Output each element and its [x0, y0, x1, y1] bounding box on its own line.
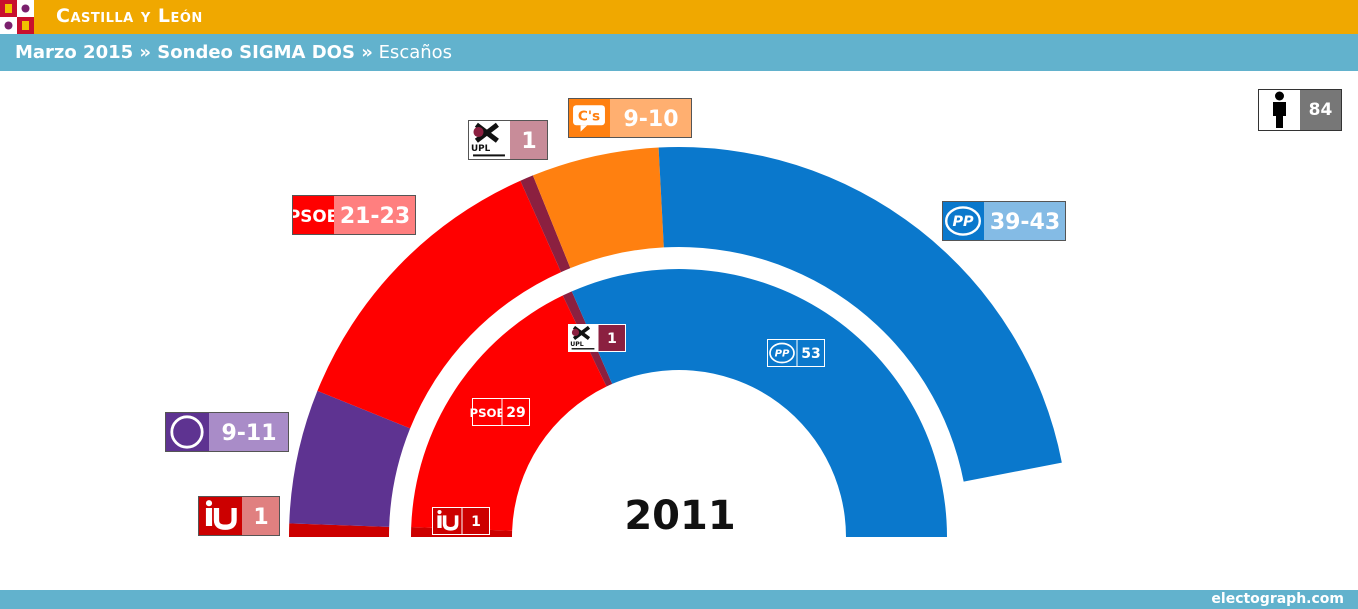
seat-value-bg: [502, 398, 530, 426]
subtitle-bar: Marzo 2015 » Sondeo SIGMA DOS » Escaños: [0, 34, 1358, 71]
seat-value-bg: [984, 201, 1066, 241]
inner-label-pp: PP 53: [767, 339, 825, 367]
label-border: [942, 201, 1066, 241]
seat-value: 39-43: [990, 210, 1060, 235]
svg-text:PP: PP: [952, 214, 974, 230]
label-border: [292, 195, 416, 235]
inner-label-upl: UPL 1: [568, 324, 626, 352]
seat-value-bg: [598, 324, 626, 352]
outer-segment-psoe: [317, 180, 562, 429]
inner-label-iu: 1: [432, 507, 490, 535]
subtitle-metric: Escaños: [378, 42, 453, 63]
seat-value: 1: [607, 331, 617, 347]
seat-value: 53: [801, 346, 820, 362]
seat-value: 21-23: [340, 204, 410, 229]
inner-segment-pp: [571, 269, 947, 537]
label-border: [165, 412, 289, 452]
label-border: [198, 496, 280, 536]
castilla-leon-flag-icon: [0, 0, 34, 34]
outer-segment-pp: [658, 147, 1062, 482]
iu-logo-icon: [198, 496, 242, 536]
svg-text:C's: C's: [578, 108, 600, 124]
seat-value: 9-10: [623, 107, 678, 132]
outer-segment-iu: [289, 523, 390, 537]
psoe-logo-icon: PSOE: [288, 195, 338, 235]
seat-value-bg: [462, 507, 490, 535]
svg-text:UPL: UPL: [471, 144, 491, 154]
seat-value-bg: [610, 98, 692, 138]
seat-value: 1: [471, 514, 481, 530]
seat-value-bg: [209, 412, 289, 452]
cs-logo-icon: C's: [568, 98, 610, 138]
svg-text:UPL: UPL: [570, 341, 584, 348]
outer-label-pp: PP 39-43: [942, 201, 1066, 241]
footer-bar: electograph.com: [0, 590, 1358, 609]
seat-value: 9-11: [221, 421, 276, 446]
outer-segment-podemos: [289, 390, 411, 527]
person-icon: [1273, 91, 1286, 128]
outer-ring: [289, 147, 1062, 537]
label-border: [432, 507, 490, 535]
label-border: [568, 98, 692, 138]
label-border: [472, 398, 530, 426]
subtitle: Marzo 2015 » Sondeo SIGMA DOS » Escaños: [15, 42, 452, 63]
inner-label-psoe: PSOE 29: [469, 398, 530, 426]
pp-logo-icon: PP: [942, 201, 984, 241]
seat-value-bg: [797, 339, 825, 367]
upl-logo-icon: UPL: [568, 324, 598, 352]
label-border: [568, 324, 626, 352]
label-border: [468, 120, 548, 160]
subtitle-poll: Marzo 2015 » Sondeo SIGMA DOS »: [15, 42, 373, 63]
seat-value-bg: [334, 195, 416, 235]
svg-text:PSOE: PSOE: [288, 206, 338, 226]
outer-label-psoe: PSOE 21-23: [288, 195, 416, 235]
majority-box: 84: [1258, 89, 1342, 131]
seat-value: 29: [506, 405, 525, 421]
outer-label-c-s: C's 9-10: [568, 98, 692, 138]
seat-value: 1: [521, 129, 536, 154]
header-bar: Castilla y León: [0, 0, 1358, 34]
label-border: [767, 339, 825, 367]
region-title: Castilla y León: [56, 5, 203, 27]
svg-text:PP: PP: [775, 349, 790, 360]
svg-text:PSOE: PSOE: [469, 406, 504, 420]
psoe-logo-icon: PSOE: [469, 398, 505, 426]
upl-logo-icon: UPL: [468, 120, 510, 160]
seat-value-bg: [510, 120, 548, 160]
footer-credit: electograph.com: [1211, 591, 1344, 607]
podemos-logo-icon: [165, 412, 209, 452]
seat-value: 1: [253, 505, 268, 530]
chart-year: 2011: [624, 493, 736, 539]
outer-label-podemos: 9-11: [165, 412, 289, 452]
outer-segment-c-s: [532, 147, 664, 269]
pp-logo-icon: PP: [767, 339, 797, 367]
majority-value: 84: [1300, 90, 1341, 130]
outer-segment-upl: [520, 175, 571, 273]
outer-label-upl: UPL 1: [468, 120, 548, 160]
seat-value-bg: [242, 496, 280, 536]
iu-logo-icon: [432, 507, 462, 535]
outer-label-iu: 1: [198, 496, 280, 536]
